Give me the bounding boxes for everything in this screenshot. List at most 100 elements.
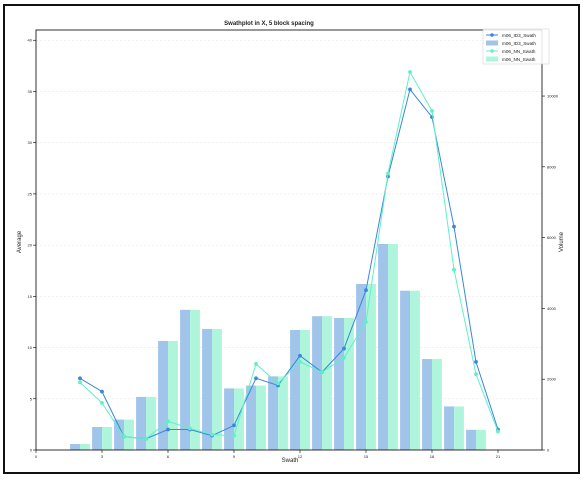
bar-m06-nn-swath [124, 419, 134, 450]
point-m06-id3-swath [100, 389, 104, 394]
bar-m06-nn-swath [322, 316, 332, 450]
bar-m06-nn-swath [476, 429, 486, 450]
swathplot-chart: Swath Average Volume 0 3 6 9 12 15 18 21 0 5 10 15 2… [17, 21, 565, 464]
bar-m06-nn-swath [102, 426, 112, 450]
point-m06-id3-swath [364, 288, 368, 293]
bar-m06-nn-swath [278, 376, 288, 450]
x-tick-label: 0 [35, 454, 38, 459]
point-m06-id3-swath [342, 346, 346, 351]
x-tick-label: 18 [430, 454, 435, 459]
bar-m06-id3-swath [466, 429, 476, 450]
point-m06-nn-swath [254, 362, 258, 366]
point-m06-nn-swath [474, 372, 478, 377]
point-m06-nn-swath [78, 380, 82, 385]
y-tick-label: 40 [28, 38, 33, 43]
x-tick-label: 21 [496, 454, 501, 459]
point-m06-id3-swath [78, 376, 82, 381]
bar-m06-id3-swath [422, 359, 432, 450]
point-m06-nn-swath [210, 432, 214, 437]
y2-tick-label: 4000 [547, 306, 557, 311]
y2-tick-label: 6000 [547, 235, 557, 240]
x-tick-label: 3 [101, 454, 104, 459]
bar-m06-id3-swath [70, 443, 80, 450]
legend-label: m06_NN_Swath [502, 57, 536, 62]
point-m06-nn-swath [166, 419, 170, 424]
point-m06-nn-swath [408, 70, 412, 74]
line-m06-id3-swath [79, 88, 499, 440]
x-tick-label: 15 [364, 454, 369, 459]
legend-marker-swatch [490, 33, 494, 37]
bar-m06-id3-swath [356, 283, 366, 450]
bar-m06-id3-swath [202, 328, 212, 450]
bar-m06-nn-swath [256, 385, 266, 450]
legend-marker-swatch [490, 49, 494, 53]
bar-m06-nn-swath [80, 443, 90, 450]
legend-label: m06_NN_Swath [502, 49, 536, 54]
point-m06-nn-swath [364, 320, 368, 324]
y-tick-label: 0 [30, 448, 33, 453]
point-m06-nn-swath [430, 109, 434, 113]
x-tick-label: 12 [298, 454, 303, 459]
point-m06-nn-swath [342, 355, 346, 360]
x-tick-label: 6 [167, 454, 170, 459]
bar-m06-id3-swath [268, 376, 278, 450]
point-m06-id3-swath [452, 224, 456, 229]
point-m06-id3-swath [408, 87, 412, 92]
x-axis-label: Swath [282, 458, 299, 464]
bar-m06-id3-swath [92, 426, 102, 450]
bar-m06-id3-swath [158, 340, 168, 450]
bar-m06-id3-swath [136, 396, 146, 450]
legend-bar-swatch [486, 40, 498, 46]
chart-title: Swathplot in X, 5 block spacing [224, 21, 314, 27]
bar-m06-id3-swath [246, 385, 256, 450]
bar-m06-nn-swath [146, 396, 156, 450]
y-axis-label: Average [17, 230, 23, 253]
x-tick-label: 9 [233, 454, 236, 459]
bar-m06-id3-swath [400, 290, 410, 450]
bar-m06-id3-swath [444, 406, 454, 450]
bar-m06-nn-swath [300, 330, 310, 450]
point-m06-id3-swath [474, 360, 478, 364]
y-tick-label: 25 [28, 191, 33, 196]
point-m06-nn-swath [386, 171, 390, 176]
bar-m06-id3-swath [180, 309, 190, 450]
plot-area-border [35, 29, 543, 451]
point-m06-nn-swath [144, 436, 148, 441]
y2-axis-label: Volume [559, 231, 565, 252]
point-m06-nn-swath [276, 381, 280, 386]
legend-label: m06_ID3_Swath [502, 33, 536, 38]
bar-m06-id3-swath [290, 330, 300, 450]
y-tick-label: 5 [30, 396, 33, 401]
y2-tick-label: 10000 [547, 94, 559, 99]
bar-m06-nn-swath [168, 340, 178, 450]
point-m06-nn-swath [188, 426, 192, 431]
bar-m06-id3-swath [114, 419, 124, 450]
y2-tick-label: 2000 [547, 377, 557, 382]
y2-tick-label: 0 [547, 448, 550, 453]
bar-m06-nn-swath [432, 359, 442, 450]
bar-m06-nn-swath [366, 283, 376, 450]
point-m06-nn-swath [496, 429, 500, 434]
y-tick-label: 35 [28, 89, 33, 94]
point-m06-nn-swath [122, 434, 126, 439]
bar-m06-nn-swath [454, 406, 464, 450]
bar-m06-nn-swath [344, 317, 354, 450]
point-m06-nn-swath [100, 400, 104, 405]
point-m06-nn-swath [320, 370, 324, 375]
line-m06-nn-swath [79, 70, 499, 440]
y2-tick-label: 8000 [547, 164, 557, 169]
point-m06-id3-swath [254, 376, 258, 381]
chart-frame: Swath Average Volume 0 3 6 9 12 15 18 21 0 5 10 15 2… [3, 4, 580, 474]
bar-m06-id3-swath [334, 317, 344, 450]
y-tick-label: 10 [28, 345, 33, 350]
bar-m06-nn-swath [212, 328, 222, 450]
y-tick-label: 20 [28, 243, 33, 248]
legend: m06_ID3_Swath m06_ID3_Swath m06_NN_Swath m0… [482, 28, 550, 65]
bar-m06-id3-swath [312, 316, 322, 450]
legend-label: m06_ID3_Swath [502, 41, 536, 46]
bar-m06-id3-swath [378, 243, 388, 450]
bar-m06-id3-swath [224, 388, 234, 450]
legend-bar-swatch [486, 56, 498, 62]
point-m06-nn-swath [298, 360, 302, 364]
point-m06-nn-swath [452, 267, 456, 272]
